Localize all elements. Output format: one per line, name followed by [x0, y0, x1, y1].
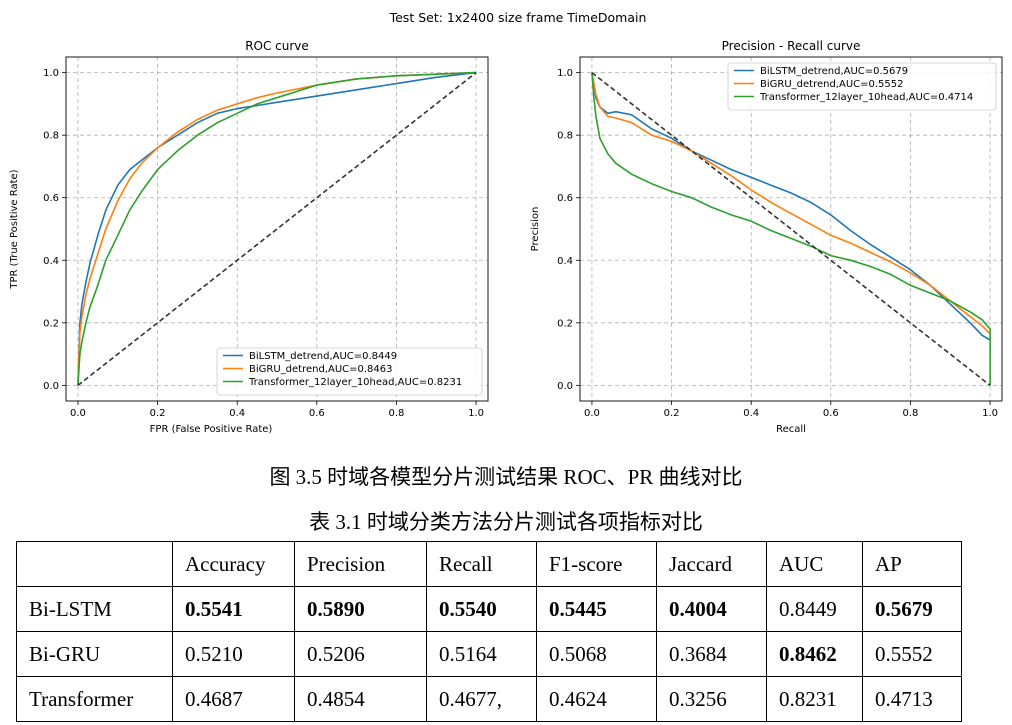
table-cell: 0.3684	[656, 631, 767, 677]
roc-y-tick-label: 0.8	[43, 131, 59, 142]
table-cell: 0.5890	[294, 586, 427, 632]
roc-y-tick-label: 0.4	[43, 256, 59, 267]
table-header-cell: AUC	[766, 541, 863, 587]
table-header-cell: Precision	[294, 541, 427, 587]
pr-x-tick-label: 1.0	[982, 408, 998, 419]
table-header-corner	[16, 541, 173, 587]
table-cell: 0.8462	[766, 631, 863, 677]
table-cell: 0.5164	[426, 631, 537, 677]
table-body: Bi-LSTM 0.5541 0.5890 0.5540 0.5445 0.4004 0.8…	[16, 586, 962, 722]
pr-title: Precision - Recall curve	[722, 39, 861, 53]
table-row-label: Transformer	[16, 676, 173, 722]
roc-y-tick-label: 0.0	[43, 381, 59, 392]
table-header-cell: Recall	[426, 541, 537, 587]
pr-series-line-0	[591, 72, 991, 341]
table-cell: 0.3256	[656, 676, 767, 722]
roc-x-axis-label: FPR (False Positive Rate)	[150, 424, 273, 435]
table-cell: 0.5552	[862, 631, 962, 677]
roc-title: ROC curve	[245, 39, 309, 53]
roc-y-tick-label: 0.6	[43, 193, 59, 204]
roc-y-tick-label: 1.0	[43, 68, 59, 79]
pr-chart: Precision - Recall curve 0.0 0.2 0.4 0.6 0.8 1…	[530, 39, 1003, 435]
roc-series-line-0	[77, 71, 477, 386]
figure-plots: Test Set: 1x2400 size frame TimeDomain R…	[9, 10, 1003, 435]
pr-series-line-2	[591, 72, 991, 386]
table-cell: 0.4713	[862, 676, 962, 722]
pr-legend-label: BiLSTM_detrend,AUC=0.5679	[760, 66, 908, 77]
metrics-table: Accuracy Precision Recall F1-score Jaccard AU…	[16, 541, 962, 722]
table-row: Bi-LSTM 0.5541 0.5890 0.5540 0.5445 0.4004 0.8…	[16, 586, 962, 632]
table-header-row: Accuracy Precision Recall F1-score Jaccard AU…	[16, 541, 962, 587]
pr-x-tick-label: 0.6	[823, 408, 839, 419]
pr-x-axis-label: Recall	[776, 424, 806, 435]
table-header-cell: Accuracy	[172, 541, 295, 587]
roc-series-line-2	[77, 71, 477, 386]
table-cell: 0.4687	[172, 676, 295, 722]
table-cell: 0.5068	[536, 631, 657, 677]
figure-suptitle: Test Set: 1x2400 size frame TimeDomain	[389, 10, 647, 25]
table-cell: 0.4854	[294, 676, 427, 722]
table-cell: 0.5540	[426, 586, 537, 632]
pr-y-tick-label: 1.0	[557, 68, 573, 79]
table-cell: 0.4004	[656, 586, 767, 632]
figure-caption: 图 3.5 时域各模型分片测试结果 ROC、PR 曲线对比	[269, 465, 743, 489]
table-row: Transformer 0.4687 0.4854 0.4677, 0.4624 0.32…	[16, 676, 962, 722]
pr-x-tick-label: 0.8	[902, 408, 918, 419]
roc-axes-frame	[65, 56, 489, 402]
pr-y-tick-label: 0.0	[557, 381, 573, 392]
pr-legend	[727, 62, 997, 111]
pr-axes-frame	[579, 56, 1003, 402]
roc-x-tick-label: 0.0	[70, 408, 86, 419]
table-cell: 0.5210	[172, 631, 295, 677]
table-caption: 表 3.1 时域分类方法分片测试各项指标对比	[309, 510, 703, 534]
roc-x-tick-label: 0.8	[388, 408, 404, 419]
roc-legend	[216, 347, 483, 396]
table-cell: 0.5445	[536, 586, 657, 632]
pr-legend-label: Transformer_12layer_10head,AUC=0.4714	[759, 92, 973, 103]
table-cell: 0.4624	[536, 676, 657, 722]
roc-x-tick-label: 0.2	[150, 408, 166, 419]
pr-series-line-1	[591, 72, 991, 335]
roc-chart: ROC curve 0.0 0.2 0.4 0.6 0.8 1.0 0.0 0.2 0.4 0.6 0…	[9, 39, 489, 435]
roc-y-tick-label: 0.2	[43, 318, 59, 329]
roc-x-tick-label: 1.0	[468, 408, 484, 419]
pr-y-axis-label: Precision	[530, 207, 541, 252]
roc-x-tick-label: 0.6	[309, 408, 325, 419]
roc-y-axis-label: TPR (True Positive Rate)	[9, 169, 20, 289]
table-cell: 0.8449	[766, 586, 863, 632]
table-row-label: Bi-LSTM	[16, 586, 173, 632]
roc-legend-label: Transformer_12layer_10head,AUC=0.8231	[248, 377, 462, 388]
roc-legend-label: BiLSTM_detrend,AUC=0.8449	[249, 351, 397, 362]
pr-legend-label: BiGRU_detrend,AUC=0.5552	[760, 79, 904, 90]
table-header-cell: Jaccard	[656, 541, 767, 587]
table-cell: 0.5679	[862, 586, 962, 632]
pr-y-tick-label: 0.6	[557, 193, 573, 204]
roc-x-tick-label: 0.4	[229, 408, 245, 419]
pr-chance-line	[591, 71, 991, 387]
table-header-cell: F1-score	[536, 541, 657, 587]
pr-x-tick-label: 0.4	[743, 408, 759, 419]
table-header-cell: AP	[862, 541, 962, 587]
table-cell: 0.8231	[766, 676, 863, 722]
roc-legend-label: BiGRU_detrend,AUC=0.8463	[249, 364, 393, 375]
table-row-label: Bi-GRU	[16, 631, 173, 677]
pr-y-tick-label: 0.4	[557, 256, 573, 267]
table-row: Bi-GRU 0.5210 0.5206 0.5164 0.5068 0.3684 0.84…	[16, 631, 962, 677]
pr-y-tick-label: 0.8	[557, 131, 573, 142]
pr-x-tick-label: 0.0	[584, 408, 600, 419]
pr-x-tick-label: 0.2	[664, 408, 680, 419]
table-cell: 0.4677,	[426, 676, 537, 722]
table-cell: 0.5206	[294, 631, 427, 677]
table-cell: 0.5541	[172, 586, 295, 632]
pr-y-tick-label: 0.2	[557, 318, 573, 329]
roc-chance-line	[77, 71, 477, 387]
